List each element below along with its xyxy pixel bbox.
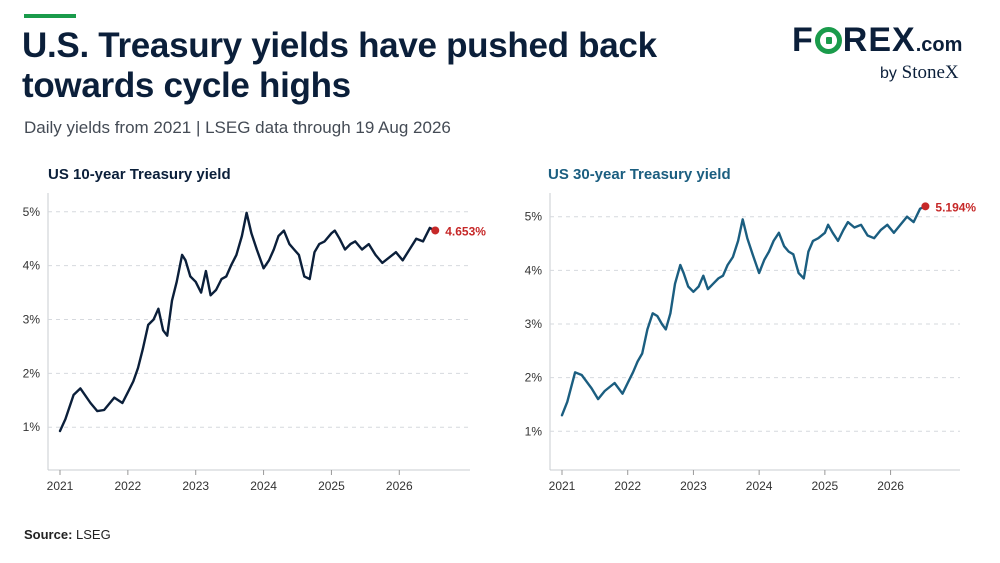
chart10y-y-tick-label: 4% — [23, 259, 41, 273]
chart30y-y-tick-label: 3% — [525, 317, 543, 331]
logo-dotcom: .com — [915, 34, 963, 56]
chart10y-y-tick-label: 1% — [23, 420, 41, 434]
chart10y-x-tick-label: 2023 — [182, 479, 209, 493]
chart10y-y-tick-label: 3% — [23, 313, 41, 327]
chart30y-x-tick-label: 2023 — [680, 479, 707, 493]
chart30y-x-tick-label: 2026 — [877, 479, 904, 493]
chart30y-x-tick-label: 2025 — [812, 479, 839, 493]
logo-ring-icon — [814, 27, 842, 54]
accent-bar — [24, 14, 76, 18]
logo-byline: by StoneX — [880, 62, 959, 84]
chart-10y: 1% 2% 3% 4% 5% 2021 2022 2023 2024 2025 2026 4.653% — [23, 193, 486, 493]
source-note: Source: LSEG — [24, 527, 111, 542]
chart30y-series-line — [560, 205, 927, 417]
chart10y-last-value-label: 4.653% — [445, 224, 486, 238]
chart10y-x-tick-label: 2026 — [386, 479, 413, 493]
chart-30y: 1% 2% 3% 4% 5% 2021 2022 2023 2024 2025 2026 5.194% — [525, 193, 976, 493]
chart30y-x-tick-label: 2021 — [549, 479, 576, 493]
chart30y-x-tick-label: 2022 — [614, 479, 641, 493]
chart30y-y-tick-label: 1% — [525, 424, 543, 438]
source-label: Source: — [24, 527, 73, 542]
chart30y-x-tick-label: 2024 — [746, 479, 773, 493]
logo-letter-f: F — [792, 21, 814, 59]
source-value: LSEG — [76, 527, 111, 542]
chart-title-30y: US 30-year Treasury yield — [548, 166, 731, 183]
chart10y-y-tick-label: 2% — [23, 366, 41, 380]
chart30y-last-value-marker — [921, 202, 930, 211]
chart10y-y-tick-label: 5% — [23, 205, 41, 219]
chart30y-y-tick-label: 4% — [525, 263, 543, 277]
chart-title-10y: US 10-year Treasury yield — [48, 166, 231, 183]
chart10y-x-tick-label: 2022 — [115, 479, 142, 493]
page-title: U.S. Treasury yields have pushed back to… — [22, 26, 657, 105]
page-subtitle: Daily yields from 2021 | LSEG data throu… — [24, 118, 451, 137]
chart10y-x-tick-label: 2021 — [47, 479, 74, 493]
chart30y-y-tick-label: 2% — [525, 371, 543, 385]
logo-by: by — [880, 65, 897, 82]
chart10y-last-value-marker — [431, 226, 440, 235]
chart30y-y-tick-label: 5% — [525, 210, 543, 224]
logo-letters-rex: REX — [842, 21, 916, 59]
logo-brand: StoneX — [901, 62, 959, 83]
chart10y-x-tick-label: 2025 — [318, 479, 345, 493]
chart10y-x-tick-label: 2024 — [250, 479, 277, 493]
forex-logo: F REX.com by StoneX — [792, 20, 982, 90]
chart10y-series-line — [58, 211, 437, 433]
logo-wordmark: F REX.com — [792, 20, 962, 65]
chart30y-last-value-label: 5.194% — [935, 200, 976, 214]
